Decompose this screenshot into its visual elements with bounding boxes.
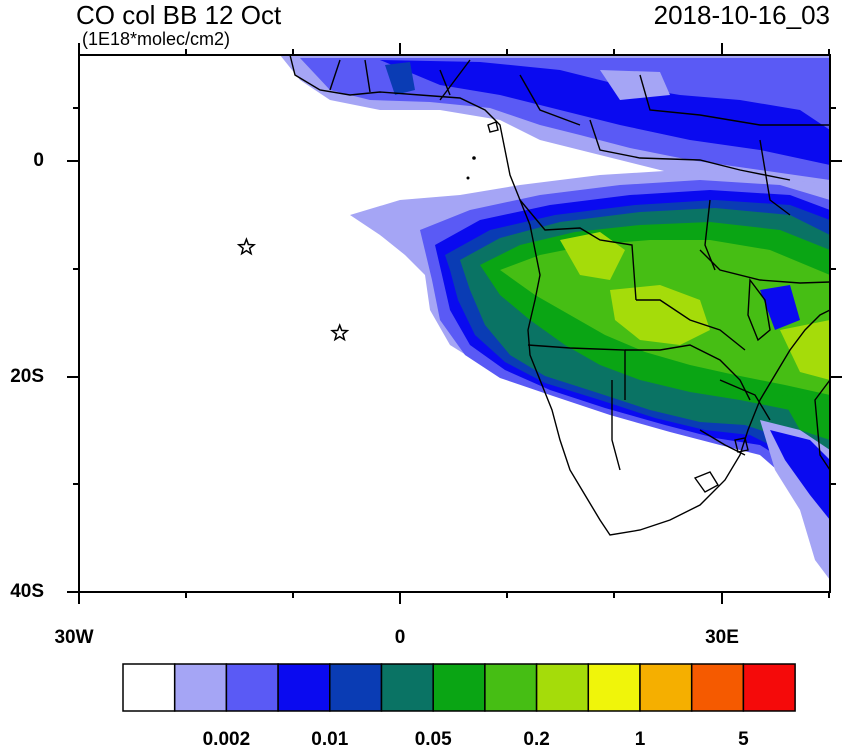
lon-label-30w: 30W [54, 627, 94, 648]
colorbar-box-8 [535, 663, 590, 712]
colorbar-label-1: 0.01 [311, 729, 349, 750]
lat-label-20s: 20S [10, 366, 44, 387]
co-concentration-field [280, 55, 830, 580]
contour-tail-blue [770, 430, 830, 520]
station-markers [236, 237, 350, 342]
border-1 [519, 199, 637, 301]
colorbar-box-4 [329, 663, 383, 712]
colorbar-box-9 [587, 663, 641, 712]
islands [466, 156, 476, 180]
lesotho [693, 471, 719, 493]
colorbar-box-0 [122, 663, 176, 712]
island-sao-tome [472, 156, 476, 160]
border-7 [589, 119, 791, 181]
star-marker-1 [236, 237, 257, 256]
map-title: CO col BB 12 Oct [76, 0, 282, 30]
contour-north-blue [380, 60, 830, 165]
coastline-africa [289, 55, 830, 536]
colorbar-box-10 [639, 663, 693, 712]
colorbar-box-6 [432, 663, 486, 712]
border-ivory [329, 59, 341, 91]
border-nigeria [439, 59, 471, 101]
tick-marks [67, 43, 842, 604]
island-annobon [466, 176, 470, 180]
border-10 [439, 69, 451, 96]
colorbar-box-5 [380, 663, 434, 712]
contour-plume-yellowgreen-2 [610, 285, 710, 345]
lat-label-40s: 40S [10, 581, 44, 602]
colorbar-label-0: 0.002 [202, 729, 251, 750]
border-6 [699, 249, 830, 284]
contour-north-patch [600, 70, 670, 100]
colorbar-box-1 [173, 663, 228, 712]
colorbar [122, 663, 796, 712]
colorbar-label-2: 0.05 [414, 729, 452, 750]
island-bioko [487, 121, 499, 133]
border-ghana [364, 59, 371, 93]
units-label: (1E18*molec/cm2) [82, 29, 231, 49]
lon-label-30e: 30E [705, 627, 739, 648]
colorbar-label-5: 5 [738, 729, 749, 750]
contour-north-dark [385, 62, 415, 95]
colorbar-box-7 [484, 663, 538, 712]
border-9 [519, 74, 581, 126]
colorbar-label-4: 1 [634, 729, 646, 750]
colorbar-box-12 [742, 663, 796, 712]
coastlines-and-borders [289, 55, 830, 536]
contour-plume-inner-blue [760, 285, 800, 330]
map-frame [78, 54, 831, 593]
lon-label-0: 0 [394, 627, 406, 648]
eswatini [734, 437, 749, 453]
border-5 [625, 344, 751, 401]
datetime-label: 2018-10-16_03 [653, 0, 830, 30]
border-3 [611, 380, 621, 471]
contour-plume-yellowgreen-3 [780, 320, 830, 380]
border-4 [636, 299, 746, 351]
border-2 [527, 344, 626, 400]
island-madagascar [814, 378, 830, 472]
lake-1 [747, 278, 771, 342]
border-13 [719, 379, 771, 421]
colorbar-box-2 [225, 663, 279, 712]
border-11 [759, 139, 791, 216]
colorbar-box-3 [277, 663, 331, 712]
border-12 [704, 199, 716, 271]
star-marker-2 [330, 323, 350, 342]
border-8 [639, 74, 830, 126]
colorbar-box-11 [690, 663, 745, 712]
contour-plume-yellowgreen-1 [560, 232, 625, 280]
colorbar-label-3: 0.2 [523, 729, 550, 750]
lat-label-0: 0 [33, 150, 44, 171]
